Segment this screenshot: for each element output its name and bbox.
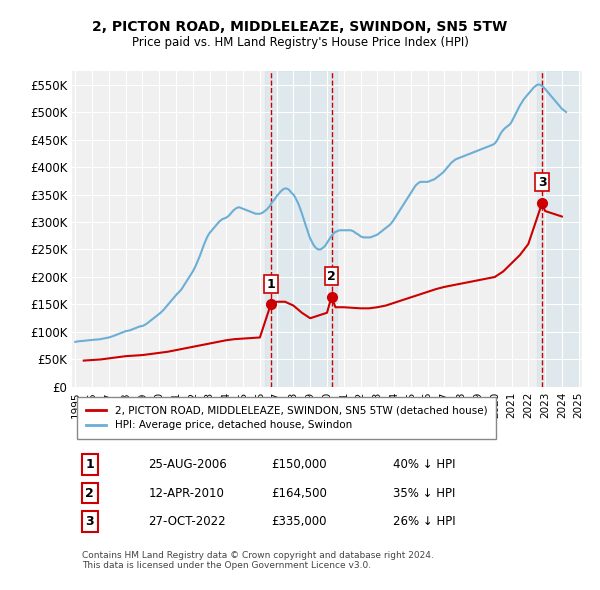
Text: 25-AUG-2006: 25-AUG-2006	[149, 458, 227, 471]
Text: 27-OCT-2022: 27-OCT-2022	[149, 515, 226, 528]
Text: £335,000: £335,000	[271, 515, 326, 528]
Text: £164,500: £164,500	[271, 487, 327, 500]
Text: Price paid vs. HM Land Registry's House Price Index (HPI): Price paid vs. HM Land Registry's House …	[131, 36, 469, 49]
Text: 1: 1	[266, 277, 275, 291]
Text: 35% ↓ HPI: 35% ↓ HPI	[394, 487, 455, 500]
Legend: 2, PICTON ROAD, MIDDLELEAZE, SWINDON, SN5 5TW (detached house), HPI: Average pri: 2, PICTON ROAD, MIDDLELEAZE, SWINDON, SN…	[77, 397, 496, 439]
Text: 2: 2	[327, 270, 336, 283]
Text: 2: 2	[85, 487, 94, 500]
Text: £150,000: £150,000	[271, 458, 326, 471]
Bar	[537, 71, 578, 387]
Text: 12-APR-2010: 12-APR-2010	[149, 487, 224, 500]
Bar	[265, 71, 337, 387]
Text: 3: 3	[86, 515, 94, 528]
Text: 2, PICTON ROAD, MIDDLELEAZE, SWINDON, SN5 5TW: 2, PICTON ROAD, MIDDLELEAZE, SWINDON, SN…	[92, 19, 508, 34]
Text: 26% ↓ HPI: 26% ↓ HPI	[394, 515, 456, 528]
Text: 40% ↓ HPI: 40% ↓ HPI	[394, 458, 456, 471]
Text: Contains HM Land Registry data © Crown copyright and database right 2024.
This d: Contains HM Land Registry data © Crown c…	[82, 550, 434, 570]
Text: 3: 3	[538, 176, 547, 189]
Text: 1: 1	[85, 458, 94, 471]
